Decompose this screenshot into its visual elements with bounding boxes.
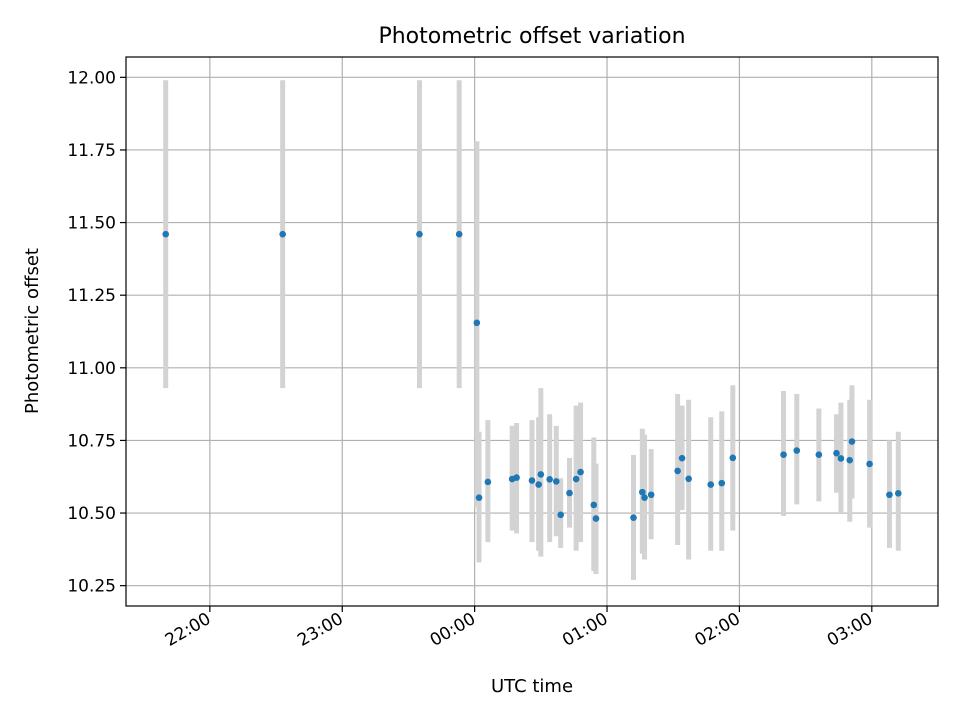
y-tick-label: 10.25 xyxy=(67,577,116,597)
data-point xyxy=(848,438,856,445)
data-point xyxy=(641,494,648,501)
data-point xyxy=(886,491,893,499)
data-point xyxy=(484,478,492,486)
y-tick-label: 12.00 xyxy=(67,68,116,88)
data-point xyxy=(473,319,481,327)
data-points xyxy=(162,230,902,522)
data-point xyxy=(678,454,686,462)
data-point xyxy=(718,479,726,487)
data-point xyxy=(592,515,600,522)
y-tick-label: 11.75 xyxy=(67,141,116,161)
data-point xyxy=(833,449,840,457)
y-axis-label: Photometric offset xyxy=(22,248,43,414)
data-point xyxy=(577,468,584,476)
y-tick-label: 10.75 xyxy=(67,431,116,451)
y-tick-label: 11.50 xyxy=(67,214,116,234)
data-point xyxy=(846,456,854,464)
data-point xyxy=(729,454,737,462)
data-point xyxy=(894,489,902,497)
data-point xyxy=(279,230,286,238)
data-point xyxy=(837,455,845,462)
data-point xyxy=(162,230,170,238)
data-point xyxy=(455,230,463,238)
data-point xyxy=(815,451,823,458)
data-point xyxy=(590,501,598,509)
data-point xyxy=(685,475,692,483)
data-point xyxy=(639,488,646,496)
data-point xyxy=(674,467,681,475)
x-axis-label: UTC time xyxy=(491,676,573,697)
data-point xyxy=(566,489,573,497)
data-point xyxy=(546,476,553,483)
data-point xyxy=(780,451,787,458)
y-tick-label: 10.50 xyxy=(67,504,116,524)
chart-title: Photometric offset variation xyxy=(378,24,685,49)
data-point xyxy=(866,460,873,468)
data-point xyxy=(528,477,536,484)
data-point xyxy=(552,478,560,485)
data-point xyxy=(572,475,580,483)
data-point xyxy=(707,481,715,488)
plot-frame xyxy=(125,56,939,607)
data-point xyxy=(513,474,520,481)
data-point xyxy=(630,514,637,521)
y-axis: 10.25 10.50 10.75 11.00 11.25 11.50 11.75 12.00 xyxy=(67,68,126,597)
grid xyxy=(126,57,938,606)
data-point xyxy=(475,494,483,501)
data-point xyxy=(416,230,423,238)
y-tick-label: 11.25 xyxy=(67,286,116,306)
data-point xyxy=(793,447,801,454)
data-point xyxy=(535,481,542,488)
data-point xyxy=(557,511,564,519)
data-point xyxy=(537,471,545,478)
y-tick-label: 11.00 xyxy=(67,359,116,379)
data-point xyxy=(647,491,655,499)
